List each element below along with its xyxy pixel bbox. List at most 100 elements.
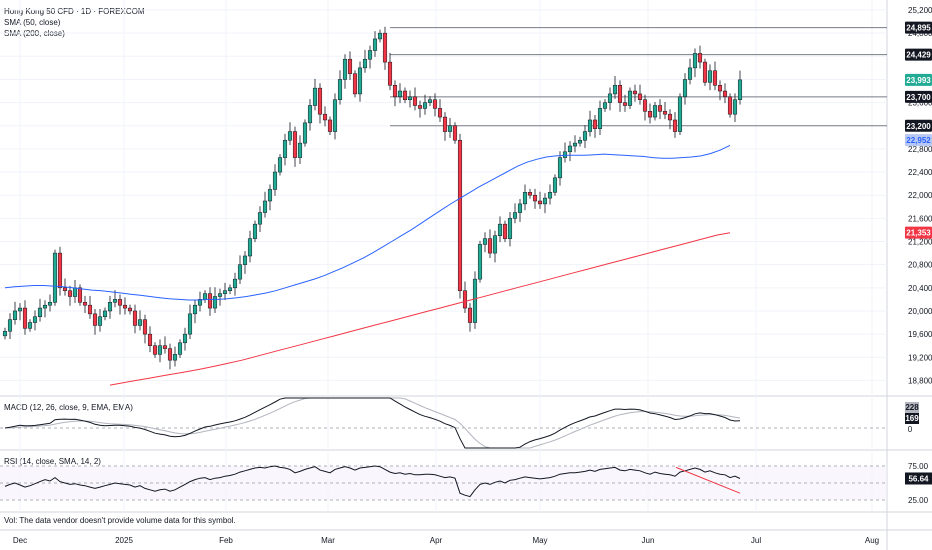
macd-value-label: 169 [905, 414, 919, 423]
symbol-title[interactable]: Hong Kong 50 CFD · 1D · FOREXCOM [4, 7, 145, 16]
candle-body [362, 58, 368, 69]
candle-body [167, 348, 173, 361]
volume-note: Vol: The data vendor doesn't provide vol… [4, 516, 236, 525]
candle-body [42, 304, 48, 309]
candle-body [367, 50, 373, 60]
candle-body [577, 139, 583, 144]
candle-body [307, 105, 313, 124]
candle-body [447, 125, 453, 132]
candle-body [617, 84, 623, 103]
candle-body [372, 38, 378, 51]
candle-body [517, 203, 523, 213]
price-tag-label: 21,353 [906, 229, 931, 238]
candle-body [37, 307, 43, 318]
candle-body [597, 108, 603, 129]
candle-body [27, 322, 33, 329]
candle-body [297, 142, 303, 158]
candle-body [232, 278, 238, 289]
price-tag-label: 23,993 [906, 76, 931, 85]
candle-body [2, 330, 8, 337]
candle-body [632, 90, 638, 95]
price-tag-23200 [905, 119, 932, 132]
candle-body [317, 87, 323, 115]
time-tick-label: 2025 [115, 536, 133, 545]
candle-body [67, 290, 73, 297]
candle-body [392, 84, 398, 98]
candle-body [567, 145, 573, 153]
rsi-tick-label: 75.00 [908, 462, 929, 471]
rsi-tick-label: 25.00 [908, 496, 929, 505]
candle-body [572, 142, 578, 147]
candle-body [257, 212, 263, 225]
price-tick-label: 22,400 [908, 168, 932, 177]
candle-body [687, 67, 693, 80]
candle-body [442, 116, 448, 132]
candle-body [212, 296, 218, 309]
price-tick-label: 20,800 [908, 261, 932, 270]
candle-body [677, 96, 683, 132]
candle-body [282, 139, 288, 158]
candle-body [47, 302, 53, 306]
candle-body [522, 192, 528, 205]
candle-body [467, 307, 473, 323]
candle-body [202, 293, 208, 300]
candle-body [547, 192, 553, 199]
candle-body [697, 53, 703, 63]
candle-body [462, 290, 468, 309]
time-tick-label: Jul [751, 536, 761, 545]
candle-body [172, 354, 178, 361]
candle-body [337, 79, 343, 100]
candle-body [622, 102, 628, 106]
candle-body [612, 84, 618, 95]
candle-body [97, 316, 103, 326]
candle-body [482, 238, 488, 245]
rsi-legend[interactable]: RSI (14, close, SMA, 14, 2) [4, 457, 101, 466]
candle-body [402, 90, 408, 100]
candle-body [32, 316, 38, 323]
candle-body [82, 302, 88, 306]
candle-body [357, 67, 363, 95]
candle-body [602, 102, 608, 109]
price-tick-label: 18,800 [908, 376, 932, 385]
price-tag-label: 23,200 [906, 122, 931, 131]
time-tick-label: Feb [219, 536, 233, 545]
candle-body [527, 192, 533, 196]
candle-body [387, 61, 393, 86]
price-tag-23993 [905, 73, 932, 86]
price-tick-label: 19,600 [908, 330, 932, 339]
candle-body [92, 313, 98, 326]
candle-body [552, 177, 558, 193]
price-tick-label: 22,000 [908, 191, 932, 200]
candle-body [177, 342, 183, 355]
candle-body [672, 119, 678, 132]
candle-body [532, 194, 538, 202]
candle-body [117, 299, 123, 306]
candle-body [562, 151, 568, 158]
candle-body [492, 235, 498, 254]
candle-body [342, 58, 348, 80]
candle-body [137, 319, 143, 326]
rsi-trendline [675, 466, 741, 494]
price-tag-24429 [905, 48, 932, 61]
candle-body [722, 90, 728, 98]
time-tick-label: May [532, 536, 547, 545]
candle-body [737, 79, 743, 100]
candle-body [302, 122, 308, 144]
price-tag-22952 [905, 134, 932, 147]
candle-body [262, 200, 268, 213]
candle-body [267, 189, 273, 202]
candle-body [642, 99, 648, 112]
candle-body [657, 105, 663, 112]
candle-body [427, 99, 433, 103]
candle-body [287, 131, 293, 141]
candle-body [12, 310, 18, 320]
macd-value-tag [905, 402, 919, 413]
price-tick-label: 19,200 [908, 353, 932, 362]
candle-body [132, 310, 138, 326]
candle-body [52, 252, 58, 303]
sma50-legend[interactable]: SMA (50, close) [4, 18, 61, 27]
candle-body [557, 157, 563, 179]
candle-body [457, 139, 463, 291]
macd-legend[interactable]: MACD (12, 26, close, 9, EMA, EMA) [4, 403, 133, 412]
